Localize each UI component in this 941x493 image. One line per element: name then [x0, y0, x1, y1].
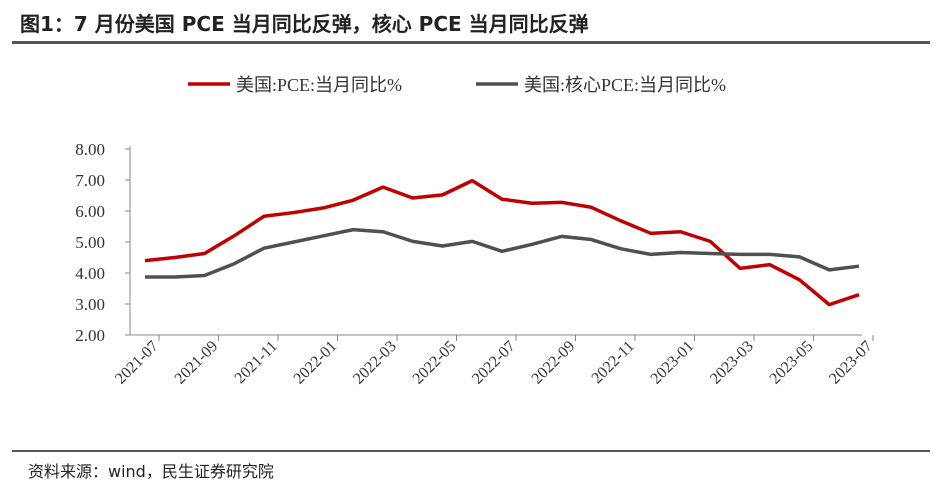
- x-tick-label: 2023-07: [826, 338, 876, 388]
- legend-label: 美国:PCE:当月同比%: [236, 75, 402, 95]
- x-tick-label: 2021-07: [112, 338, 162, 388]
- series-line-core-pce: [145, 227, 860, 279]
- x-tick-label: 2023-03: [707, 338, 757, 388]
- y-tick-label: 4.00: [75, 264, 105, 283]
- y-tick-label: 2.00: [75, 326, 105, 345]
- x-tick-label: 2021-09: [172, 338, 222, 388]
- y-tick-label: 6.00: [75, 202, 105, 221]
- x-tick-label: 2022-05: [410, 338, 460, 388]
- x-tick-label: 2022-07: [469, 338, 519, 388]
- title-divider: [12, 41, 930, 44]
- y-tick-label: 5.00: [75, 233, 105, 252]
- x-tick-label: 2023-01: [648, 338, 698, 388]
- y-tick-label: 7.00: [75, 171, 105, 190]
- x-tick-label: 2022-01: [291, 338, 341, 388]
- x-tick-label: 2022-09: [529, 338, 579, 388]
- x-tick-label: 2023-05: [767, 338, 817, 388]
- chart-title: 图1：7 月份美国 PCE 当月同比反弹，核心 PCE 当月同比反弹: [20, 12, 589, 36]
- x-tick-label: 2021-11: [232, 338, 281, 387]
- y-tick-label: 3.00: [75, 295, 105, 314]
- x-tick-label: 2022-03: [350, 338, 400, 388]
- y-tick-label: 8.00: [75, 140, 105, 159]
- legend-label: 美国:核心PCE:当月同比%: [524, 75, 726, 95]
- footer-divider: [12, 450, 930, 452]
- source-note: 资料来源：wind，民生证券研究院: [28, 462, 274, 481]
- x-tick-label: 2022-11: [589, 338, 638, 387]
